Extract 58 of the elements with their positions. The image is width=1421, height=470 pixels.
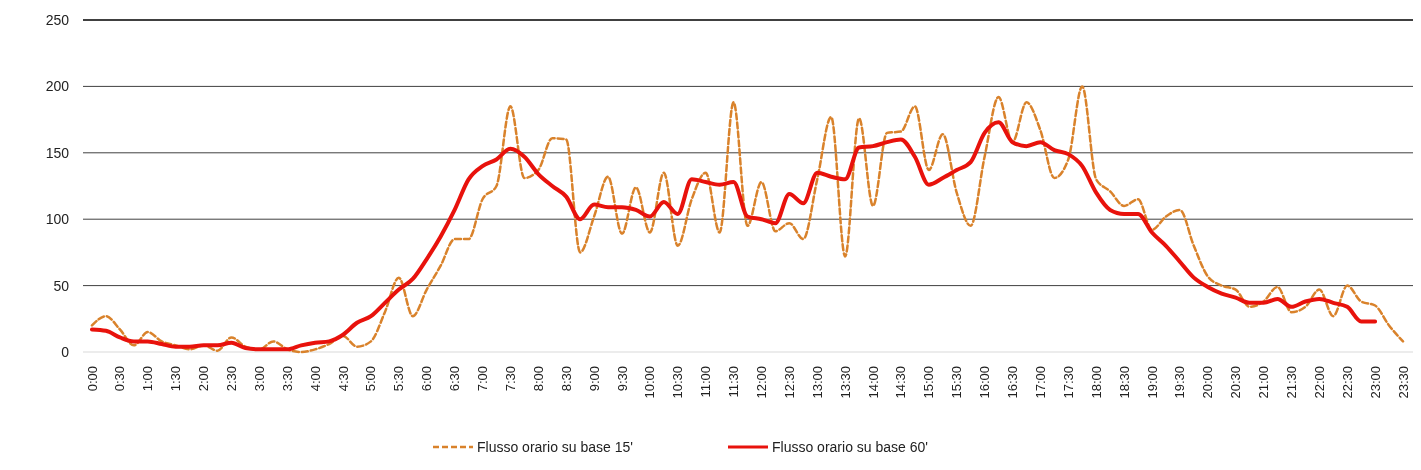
x-tick-label: 4:00	[307, 366, 323, 392]
x-tick-label: 2:30	[224, 366, 240, 392]
x-tick-label: 1:30	[168, 366, 184, 392]
y-tick-label: 0	[61, 343, 70, 360]
x-tick-label: 9:00	[586, 366, 602, 392]
x-tick-label: 16:30	[1005, 366, 1021, 399]
x-tick-label: 23:00	[1367, 366, 1383, 399]
x-tick-label: 16:00	[977, 366, 993, 399]
line-series	[90, 85, 1405, 354]
x-tick-label: 1:00	[140, 366, 156, 392]
x-tick-label: 8:00	[530, 366, 546, 392]
x-tick-label: 0:30	[112, 366, 128, 392]
x-tick-label: 10:00	[642, 366, 658, 399]
x-tick-label: 23:30	[1395, 366, 1411, 399]
x-tick-label: 13:00	[809, 366, 825, 399]
x-tick-label: 6:00	[419, 366, 435, 392]
x-tick-label: 11:00	[698, 366, 714, 398]
x-tick-label: 18:00	[1088, 366, 1104, 399]
x-tick-label: 7:30	[502, 366, 518, 392]
x-tick-label: 0:00	[84, 366, 100, 392]
x-tick-label: 3:30	[279, 366, 295, 392]
x-tick-label: 5:00	[363, 366, 379, 392]
x-tick-label: 9:30	[614, 366, 630, 392]
x-tick-label: 22:30	[1339, 366, 1355, 399]
x-tick-label: 21:30	[1283, 366, 1299, 399]
x-tick-label: 22:00	[1311, 366, 1327, 399]
x-tick-label: 8:30	[558, 366, 574, 392]
x-tick-label: 15:30	[949, 366, 965, 399]
x-tick-label: 20:30	[1228, 366, 1244, 399]
x-tick-label: 13:30	[837, 366, 853, 399]
x-tick-label: 11:30	[726, 366, 742, 398]
x-tick-label: 5:30	[391, 366, 407, 392]
y-tick-label: 50	[53, 277, 70, 294]
x-tick-label: 20:00	[1200, 366, 1216, 399]
x-tick-label: 18:30	[1116, 366, 1132, 399]
y-tick-label: 150	[45, 144, 70, 161]
x-tick-label: 17:00	[1032, 366, 1048, 399]
x-tick-label: 6:30	[447, 366, 463, 392]
x-tick-label: 2:00	[196, 366, 212, 392]
x-tick-label: 19:30	[1172, 366, 1188, 399]
x-tick-label: 14:00	[865, 366, 881, 399]
y-tick-label: 200	[45, 78, 70, 95]
x-tick-label: 12:00	[754, 366, 769, 399]
legend-label: Flusso orario su base 60'	[772, 439, 928, 455]
x-tick-label: 17:30	[1060, 366, 1076, 399]
line-series	[90, 120, 1378, 352]
y-tick-label: 250	[45, 11, 70, 28]
x-tick-label: 7:00	[475, 366, 491, 392]
x-tick-label: 15:00	[921, 366, 937, 399]
y-tick-label: 100	[45, 211, 70, 228]
x-tick-label: 4:30	[335, 366, 351, 392]
x-tick-label: 12:30	[781, 366, 797, 399]
x-tick-label: 14:30	[893, 366, 909, 399]
x-tick-label: 19:00	[1144, 366, 1160, 399]
x-tick-label: 21:00	[1256, 366, 1272, 399]
x-tick-label: 3:00	[251, 366, 267, 392]
x-tick-label: 10:30	[670, 366, 686, 399]
legend-label: Flusso orario su base 15'	[477, 439, 633, 455]
